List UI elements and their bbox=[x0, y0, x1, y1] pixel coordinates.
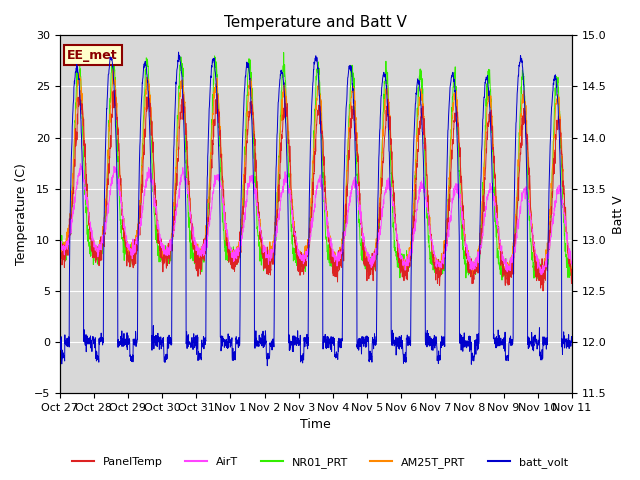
AirT bbox=[538, 267, 545, 273]
Y-axis label: Temperature (C): Temperature (C) bbox=[15, 163, 28, 265]
AM25T_PRT bbox=[56, 245, 63, 251]
Text: EE_met: EE_met bbox=[67, 48, 118, 61]
AM25T_PRT bbox=[568, 263, 576, 269]
Title: Temperature and Batt V: Temperature and Batt V bbox=[225, 15, 407, 30]
NR01_PRT bbox=[568, 265, 576, 271]
NR01_PRT bbox=[56, 244, 63, 250]
AirT bbox=[331, 259, 339, 264]
PanelTemp bbox=[199, 251, 207, 257]
batt_volt bbox=[331, 354, 339, 360]
NR01_PRT bbox=[465, 272, 472, 278]
AirT bbox=[568, 262, 576, 267]
PanelTemp bbox=[342, 201, 349, 207]
batt_volt bbox=[342, 113, 349, 119]
Line: AirT: AirT bbox=[60, 164, 572, 275]
PanelTemp bbox=[539, 288, 547, 294]
AM25T_PRT bbox=[199, 245, 207, 251]
PanelTemp bbox=[111, 87, 119, 93]
Y-axis label: Batt V: Batt V bbox=[612, 195, 625, 234]
PanelTemp bbox=[465, 255, 472, 261]
batt_volt bbox=[175, 49, 182, 55]
NR01_PRT bbox=[538, 274, 545, 279]
NR01_PRT bbox=[199, 252, 207, 258]
AirT bbox=[465, 250, 472, 255]
PanelTemp bbox=[331, 263, 339, 269]
batt_volt bbox=[465, 343, 472, 348]
NR01_PRT bbox=[498, 277, 506, 283]
AM25T_PRT bbox=[538, 264, 545, 270]
AM25T_PRT bbox=[523, 129, 531, 135]
Line: AM25T_PRT: AM25T_PRT bbox=[60, 70, 572, 277]
batt_volt bbox=[199, 342, 207, 348]
PanelTemp bbox=[568, 278, 576, 284]
AirT bbox=[523, 191, 531, 197]
AirT bbox=[56, 239, 63, 244]
PanelTemp bbox=[538, 276, 545, 281]
PanelTemp bbox=[523, 141, 531, 147]
NR01_PRT bbox=[524, 158, 531, 164]
batt_volt bbox=[568, 337, 576, 343]
batt_volt bbox=[524, 192, 531, 198]
AirT bbox=[76, 161, 84, 167]
AM25T_PRT bbox=[331, 255, 339, 261]
NR01_PRT bbox=[76, 48, 83, 54]
NR01_PRT bbox=[342, 204, 349, 209]
Line: NR01_PRT: NR01_PRT bbox=[60, 51, 572, 280]
Legend: PanelTemp, AirT, NR01_PRT, AM25T_PRT, batt_volt: PanelTemp, AirT, NR01_PRT, AM25T_PRT, ba… bbox=[68, 452, 572, 472]
AM25T_PRT bbox=[109, 67, 116, 72]
PanelTemp bbox=[56, 234, 63, 240]
batt_volt bbox=[56, 335, 63, 341]
AirT bbox=[199, 245, 207, 251]
AirT bbox=[538, 272, 545, 277]
batt_volt bbox=[538, 356, 545, 361]
Line: PanelTemp: PanelTemp bbox=[60, 90, 572, 291]
AM25T_PRT bbox=[342, 196, 349, 202]
AirT bbox=[342, 229, 349, 235]
AM25T_PRT bbox=[535, 275, 543, 280]
NR01_PRT bbox=[331, 262, 339, 268]
batt_volt bbox=[264, 363, 271, 369]
X-axis label: Time: Time bbox=[300, 419, 331, 432]
Line: batt_volt: batt_volt bbox=[60, 52, 572, 366]
AM25T_PRT bbox=[465, 248, 472, 253]
